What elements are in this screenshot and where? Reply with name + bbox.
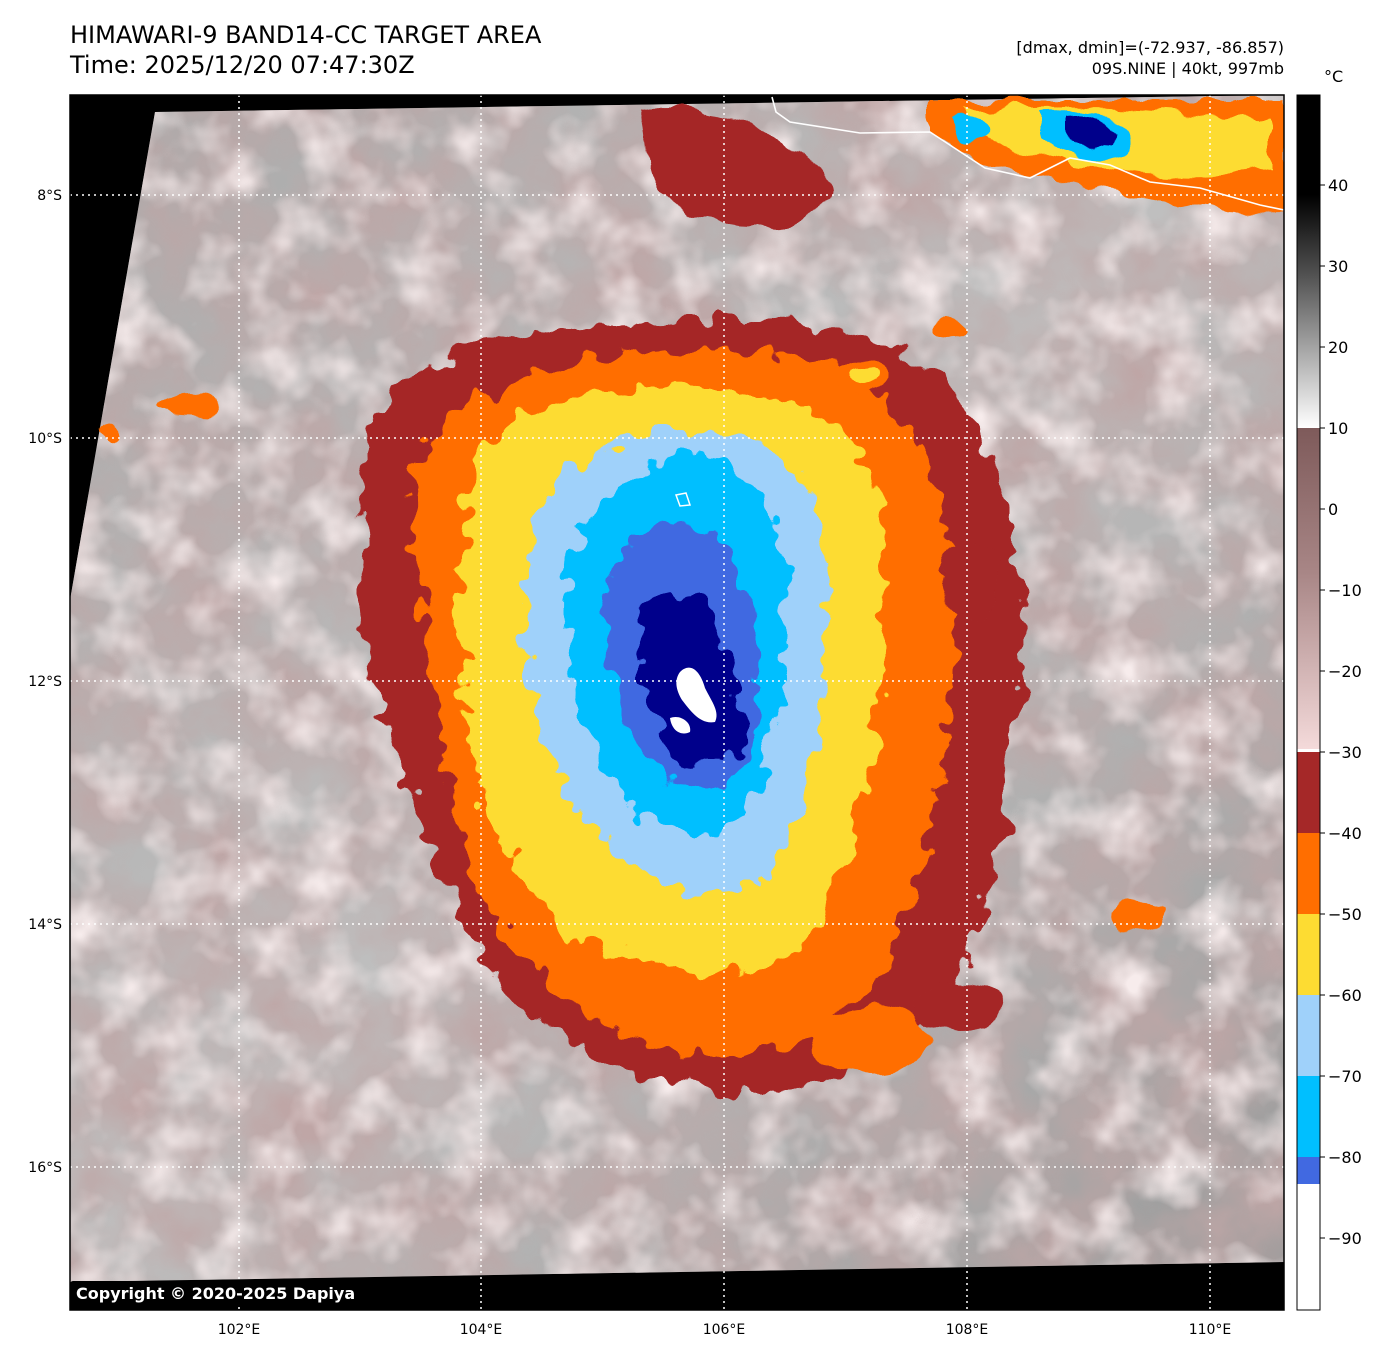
colorbar-segment [1297, 995, 1320, 1076]
lon-label: 108°E [946, 1322, 989, 1338]
lat-label: 10°S [28, 431, 62, 447]
title-line-2: Time: 2025/12/20 07:47:30Z [70, 51, 415, 79]
colorbar-tick-label: −20 [1328, 662, 1362, 681]
island-outline [674, 492, 692, 507]
colorbar-unit: °C [1324, 67, 1344, 86]
colorbar-white-segment [1297, 1184, 1320, 1310]
colorbar-tick-label: −80 [1328, 1148, 1362, 1167]
colorbar-tick-label: 40 [1328, 176, 1348, 195]
lat-label: 16°S [28, 1160, 62, 1176]
colorbar-tick-label: −60 [1328, 986, 1362, 1005]
lon-label: 104°E [460, 1322, 503, 1338]
colorbar-frame [1296, 94, 1321, 1311]
colorbar-tick-label: 0 [1328, 500, 1338, 519]
lat-label: 14°S [28, 917, 62, 933]
northern-cloud-band [640, 100, 1284, 226]
lon-axis: 102°E 104°E 106°E 108°E 110°E [218, 1322, 1232, 1338]
range-text: [dmax, dmin]=(-72.937, -86.857) [1016, 38, 1284, 57]
lon-label: 106°E [703, 1322, 746, 1338]
colorbar-tick-label: −90 [1328, 1229, 1362, 1248]
colorbar-tick-label: −40 [1328, 824, 1362, 843]
storm-core-coldest [676, 667, 717, 723]
colorbar-brown-segment [1297, 428, 1320, 749]
colorbar-tick-label: −50 [1328, 905, 1362, 924]
map-frame [69, 94, 1285, 1311]
copyright-badge: Copyright © 2020-2025 Dapiya [70, 1281, 362, 1307]
imagery-layer [70, 95, 1284, 1282]
coastline [771, 96, 1284, 211]
colorbar-segment [1297, 914, 1320, 995]
scattered-convection [100, 318, 1168, 1075]
colorbar-tick-label: −70 [1328, 1067, 1362, 1086]
lat-label: 12°S [28, 674, 62, 690]
storm-text: 09S.NINE | 40kt, 997mb [1091, 59, 1284, 78]
chart-title: HIMAWARI-9 BAND14-CC TARGET AREA Time: 2… [70, 20, 541, 80]
colorbar-segment [1297, 752, 1320, 833]
colorbar-tick-label: −30 [1328, 743, 1362, 762]
colorbar-segment [1297, 1076, 1320, 1157]
colorbar-gray-segment [1297, 95, 1320, 428]
storm-core-coldest-2 [670, 716, 691, 734]
colorbar-tick-label: 10 [1328, 419, 1348, 438]
title-line-1: HIMAWARI-9 BAND14-CC TARGET AREA [70, 21, 542, 49]
colorbar-segment [1297, 833, 1320, 914]
colorbar-tick-label: −10 [1328, 581, 1362, 600]
lon-label: 110°E [1189, 1322, 1232, 1338]
colorbar-tick-label: 30 [1328, 257, 1348, 276]
storm-metadata: [dmax, dmin]=(-72.937, -86.857) 09S.NINE… [1016, 37, 1284, 79]
colorbar: 40 30 20 10 0 −10 −20 −30 −40 −50 −60 −70 −80 −90 [1296, 94, 1362, 1311]
lat-label: 8°S [37, 188, 62, 204]
gridlines [70, 95, 1284, 1310]
lon-label: 102°E [218, 1322, 261, 1338]
lat-axis: 8°S 10°S 12°S 14°S 16°S [28, 188, 62, 1176]
colorbar-tick-label: 20 [1328, 338, 1348, 357]
colorbar-ticks: 40 30 20 10 0 −10 −20 −30 −40 −50 −60 −70 −80 −90 [1320, 176, 1362, 1248]
colorbar-color-segments [1297, 752, 1320, 1238]
